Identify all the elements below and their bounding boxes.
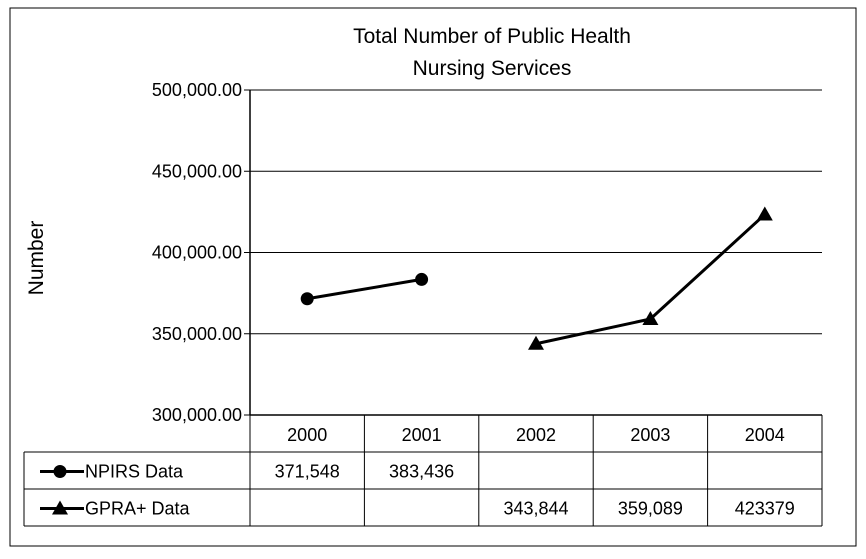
data-cell-gpra-data-2002: 343,844 — [503, 499, 568, 519]
point-gpra-data-2004 — [756, 206, 773, 221]
y-tick-label-2: 400,000.00 — [152, 243, 242, 263]
y-tick-label-0: 500,000.00 — [152, 80, 242, 100]
data-cell-npirs-data-2000: 371,548 — [275, 462, 340, 482]
category-label-3: 2003 — [630, 425, 670, 445]
data-table: 2000 2001 2002 2003 2004 NPIRS Data 371,548 383… — [23, 414, 823, 527]
category-label-2: 2002 — [516, 425, 556, 445]
chart-frame — [9, 7, 857, 547]
y-tick-label-3: 350,000.00 — [152, 324, 242, 344]
y-axis-label: Number — [25, 221, 48, 296]
chart-title-line-1: Total Number of Public Health — [353, 25, 631, 48]
legend-label-gpra-data: GPRA+ Data — [85, 499, 191, 519]
y-tick-label-1: 450,000.00 — [152, 161, 242, 181]
point-gpra-data-2003 — [642, 310, 659, 325]
legend-key-marker-npirs-data — [53, 465, 67, 478]
data-cell-gpra-data-2003: 359,089 — [618, 499, 683, 519]
y-tick-label-4: 300,000.00 — [152, 405, 242, 425]
category-label-0: 2000 — [287, 425, 327, 445]
category-label-1: 2001 — [402, 425, 442, 445]
point-npirs-data-2000 — [300, 292, 314, 306]
series-line-npirs-data — [306, 277, 422, 301]
plot-area: 500,000.00 450,000.00 400,000.00 350,000.00… — [152, 80, 822, 425]
point-gpra-data-2002 — [528, 335, 544, 350]
point-npirs-data-2001 — [415, 272, 429, 286]
category-label-4: 2004 — [745, 425, 785, 445]
legend-label-npirs-data: NPIRS Data — [85, 462, 184, 482]
data-cell-npirs-data-2001: 383,436 — [389, 462, 454, 482]
legend-key-marker-gpra-data — [52, 500, 68, 515]
data-cell-gpra-data-2004: 423379 — [735, 499, 795, 519]
chart-title-line-2: Nursing Services — [413, 57, 572, 80]
